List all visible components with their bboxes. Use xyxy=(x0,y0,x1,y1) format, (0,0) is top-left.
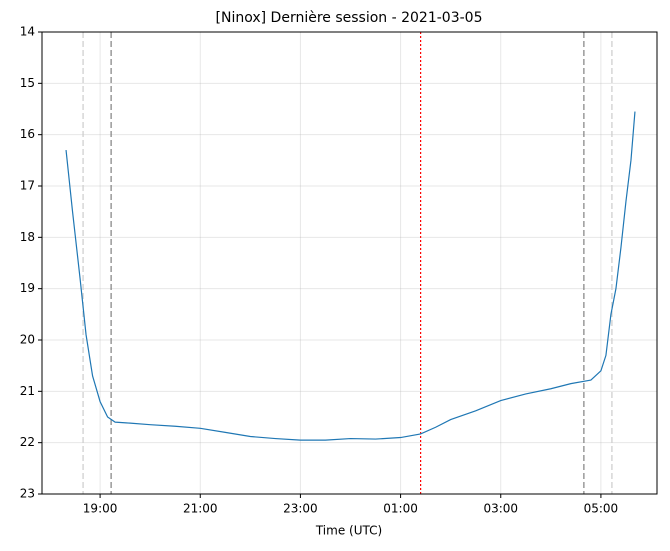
y-tick-label: 21 xyxy=(20,384,35,398)
y-tick-label: 20 xyxy=(20,333,35,347)
x-tick-label: 05:00 xyxy=(584,502,619,516)
x-axis-label: Time (UTC) xyxy=(315,524,382,538)
x-tick-label: 01:00 xyxy=(383,502,418,516)
x-tick-label: 23:00 xyxy=(283,502,318,516)
x-tick-label: 21:00 xyxy=(183,502,218,516)
y-tick-label: 15 xyxy=(20,76,35,90)
y-tick-label: 19 xyxy=(20,281,35,295)
plot-frame xyxy=(41,31,658,495)
y-tick-label: 16 xyxy=(20,127,35,141)
chart-title: [Ninox] Dernière session - 2021-03-05 xyxy=(216,10,483,26)
data-line xyxy=(65,111,636,441)
x-tick-label: 19:00 xyxy=(83,502,118,516)
y-tick-label: 22 xyxy=(20,435,35,449)
y-tick-label: 23 xyxy=(20,487,35,501)
y-tick-label: 18 xyxy=(20,230,35,244)
y-tick-label: 17 xyxy=(20,179,35,193)
y-tick-label: 14 xyxy=(20,25,35,39)
x-tick-label: 03:00 xyxy=(483,502,518,516)
